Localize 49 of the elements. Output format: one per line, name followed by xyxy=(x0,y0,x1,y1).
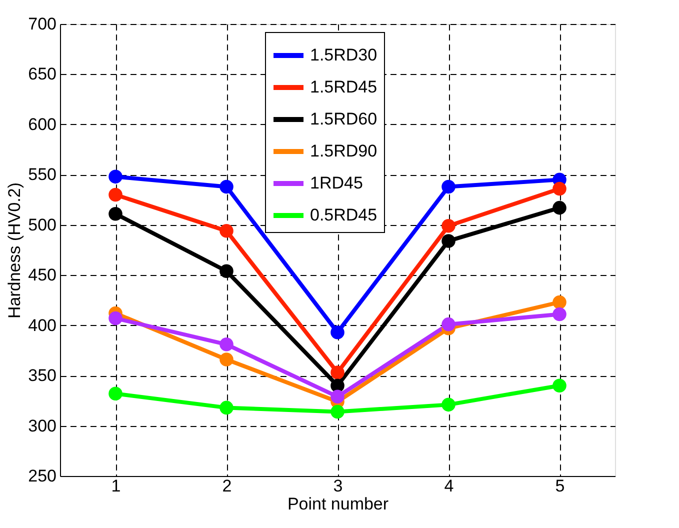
x-tick-label: 4 xyxy=(444,476,454,496)
point xyxy=(108,386,122,401)
y-tick-label: 300 xyxy=(28,416,56,436)
point xyxy=(220,224,234,238)
point xyxy=(330,404,344,419)
legend-label: 1.5RD45 xyxy=(310,78,378,96)
legend-label: 1RD45 xyxy=(310,174,363,192)
legend-label: 1.5RD30 xyxy=(310,46,378,64)
point xyxy=(442,317,456,332)
point xyxy=(552,378,566,392)
legend-label: 1.5RD90 xyxy=(310,142,378,160)
point xyxy=(552,307,566,322)
y-tick-label: 550 xyxy=(28,165,56,184)
point xyxy=(330,378,344,392)
point xyxy=(330,390,344,404)
x-tick-label: 2 xyxy=(222,476,232,496)
point xyxy=(330,325,344,340)
point xyxy=(108,311,122,326)
point xyxy=(442,234,456,248)
point xyxy=(108,188,122,202)
x-tick-label: 3 xyxy=(333,476,343,496)
x-tick-label: 1 xyxy=(111,476,121,496)
y-tick-label: 500 xyxy=(28,215,56,234)
y-tick-label: 250 xyxy=(28,466,56,486)
point xyxy=(552,200,566,215)
y-tick-label: 700 xyxy=(28,14,56,34)
point xyxy=(108,206,122,221)
point xyxy=(442,219,456,233)
y-tick-label: 450 xyxy=(28,266,56,285)
point xyxy=(220,338,234,352)
legend-label: 0.5RD45 xyxy=(310,206,378,224)
point xyxy=(552,295,566,310)
point xyxy=(220,180,234,194)
y-tick-label: 400 xyxy=(28,316,56,335)
point xyxy=(108,170,122,184)
point xyxy=(220,264,234,278)
y-tick-label: 650 xyxy=(28,64,56,84)
legend-label: 1.5RD60 xyxy=(310,110,378,128)
x-tick-label: 5 xyxy=(555,476,565,496)
y-axis-title: Hardness (HV0.2) xyxy=(5,182,24,319)
point xyxy=(220,352,234,366)
point xyxy=(442,180,456,194)
y-tick-label: 350 xyxy=(28,366,56,386)
x-axis-title: Point number xyxy=(287,494,389,514)
point xyxy=(442,398,456,412)
y-tick-label: 600 xyxy=(28,114,56,134)
point xyxy=(330,366,344,380)
point xyxy=(220,400,234,415)
point xyxy=(552,182,566,196)
